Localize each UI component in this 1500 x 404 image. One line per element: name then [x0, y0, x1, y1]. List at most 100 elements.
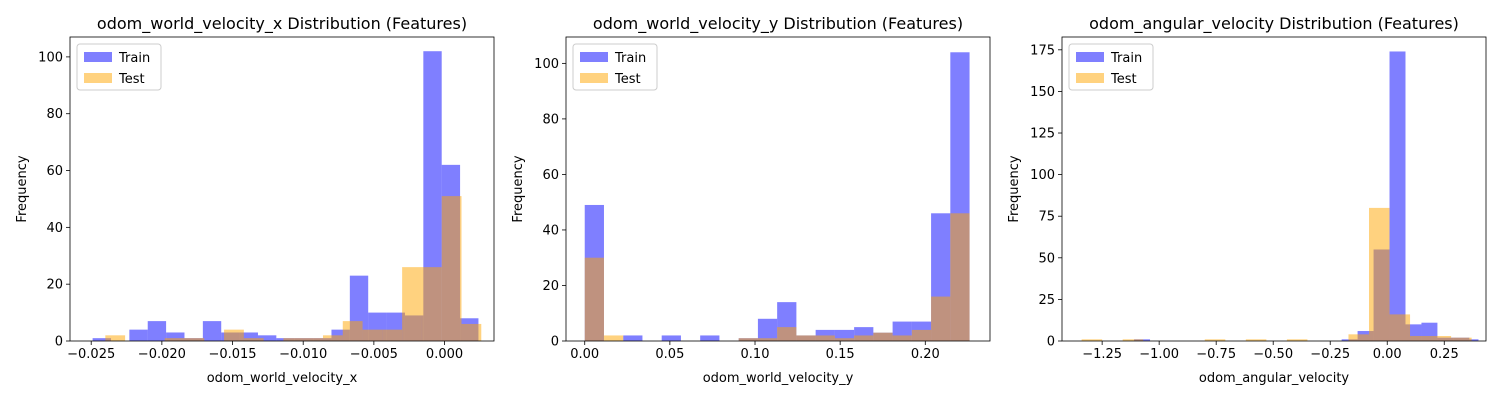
bar-test-5 — [796, 335, 816, 341]
bar-test-3 — [1245, 339, 1267, 341]
y-tick-label: 75 — [1038, 210, 1055, 225]
bar-test-6 — [303, 338, 323, 341]
x-tick-label: 0.000 — [426, 347, 463, 362]
chart-title: odom_world_velocity_y Distribution (Feat… — [593, 14, 963, 34]
x-tick-label: −0.75 — [1196, 347, 1236, 362]
bar-test-6 — [1369, 207, 1390, 341]
bar-test-2 — [184, 338, 205, 341]
x-tick-label: −0.020 — [138, 347, 186, 362]
bar-test-3 — [224, 329, 244, 341]
x-axis-label: odom_angular_velocity — [1199, 371, 1350, 386]
y-tick-label: 0 — [55, 335, 63, 350]
x-tick-label: 0.20 — [911, 347, 940, 362]
legend-label-train: Train — [614, 51, 646, 66]
series-test — [1081, 207, 1472, 341]
axes-frame — [69, 36, 495, 342]
y-tick-label: 0 — [1047, 335, 1055, 350]
bar-test-1 — [603, 335, 624, 341]
y-tick-label: 60 — [542, 168, 559, 183]
x-tick-label: 0.15 — [826, 347, 855, 362]
legend: Train Test — [1068, 43, 1154, 91]
bar-train-9 — [1469, 339, 1479, 341]
legend-swatch-train — [84, 52, 112, 62]
bar-test-13 — [950, 213, 970, 341]
bar-test-2 — [738, 338, 758, 341]
bar-test-7 — [834, 338, 855, 341]
y-tick-label: 40 — [46, 221, 63, 236]
bar-train-1 — [129, 329, 148, 341]
bar-train-4 — [1389, 51, 1406, 341]
bar-test-10 — [892, 335, 912, 341]
bar-test-10 — [1451, 337, 1472, 341]
bar-train-8 — [815, 329, 835, 341]
y-tick-label: 0 — [551, 335, 559, 350]
y-tick-label: 100 — [1030, 168, 1055, 183]
bar-train-3 — [700, 335, 720, 341]
bar-test-4 — [1286, 339, 1308, 341]
bar-test-10 — [382, 329, 403, 341]
series-train — [584, 52, 970, 342]
x-axis-label: odom_world_velocity_x — [207, 371, 358, 386]
series-test — [584, 213, 970, 341]
bar-train-5 — [202, 321, 222, 341]
bar-test-5 — [283, 338, 304, 341]
y-tick-label: 40 — [542, 223, 559, 238]
y-tick-label: 175 — [1030, 43, 1055, 58]
bar-test-8 — [1410, 336, 1431, 341]
y-tick-label: 25 — [1038, 293, 1055, 308]
bar-train-2 — [661, 335, 681, 341]
x-tick-label: 0.00 — [570, 347, 599, 362]
chart-title: odom_angular_velocity Distribution (Feat… — [1089, 14, 1459, 34]
x-tick-label: 0.10 — [741, 347, 770, 362]
bar-test-14 — [461, 323, 482, 341]
x-tick-label: −0.005 — [350, 347, 398, 362]
y-tick-label: 20 — [46, 278, 63, 293]
y-axis-label: Frequency — [1007, 155, 1022, 222]
legend: Train Test — [76, 43, 162, 91]
y-tick-label: 125 — [1030, 127, 1055, 142]
bar-test-1 — [1122, 339, 1144, 341]
bar-test-11 — [402, 267, 422, 341]
bar-train-0 — [92, 338, 111, 341]
legend-label-test: Test — [1110, 72, 1137, 87]
y-tick-label: 20 — [542, 279, 559, 294]
bar-test-9 — [873, 332, 893, 341]
bar-test-12 — [421, 267, 442, 341]
bar-test-3 — [757, 338, 778, 341]
x-tick-label: 0.00 — [1373, 347, 1402, 362]
legend-label-train: Train — [1110, 51, 1142, 66]
bar-test-7 — [1389, 314, 1411, 341]
legend-swatch-test — [1076, 73, 1104, 83]
series-train — [1134, 51, 1479, 341]
y-tick-label: 60 — [46, 164, 63, 179]
bar-test-9 — [1430, 336, 1452, 341]
bar-train-5 — [757, 318, 778, 341]
y-tick-label: 50 — [1038, 251, 1055, 266]
subplot-1: −0.025 −0.020 −0.015 −0.010 −0.005 0.000 0 20 40… — [15, 14, 495, 386]
bar-train-8 — [257, 335, 277, 341]
bar-test-4 — [777, 327, 797, 341]
bar-test-6 — [815, 335, 835, 341]
x-tick-label: −0.25 — [1310, 347, 1350, 362]
bar-train-1 — [623, 335, 643, 341]
x-tick-label: −1.00 — [1139, 347, 1179, 362]
x-tick-label: −0.015 — [208, 347, 256, 362]
bar-test-2 — [1204, 339, 1226, 341]
legend-swatch-test — [580, 73, 608, 83]
bar-test-1 — [164, 338, 185, 341]
bar-test-5 — [1348, 334, 1369, 341]
y-tick-label: 100 — [534, 57, 559, 72]
y-tick-label: 150 — [1030, 85, 1055, 100]
x-axis-label: odom_world_velocity_y — [703, 371, 854, 386]
bar-test-7 — [322, 335, 343, 341]
x-tick-label: 0.25 — [1430, 347, 1459, 362]
legend-swatch-train — [1076, 52, 1104, 62]
bar-test-12 — [931, 296, 951, 341]
bar-test-0 — [105, 335, 126, 341]
legend-swatch-train — [580, 52, 608, 62]
subplot-3: −1.25 −1.00 −0.75 −0.50 −0.25 0.00 0.25 0 25 50 75… — [1007, 14, 1487, 386]
chart-title: odom_world_velocity_x Distribution (Feat… — [97, 14, 467, 34]
axes-frame — [1061, 36, 1487, 342]
